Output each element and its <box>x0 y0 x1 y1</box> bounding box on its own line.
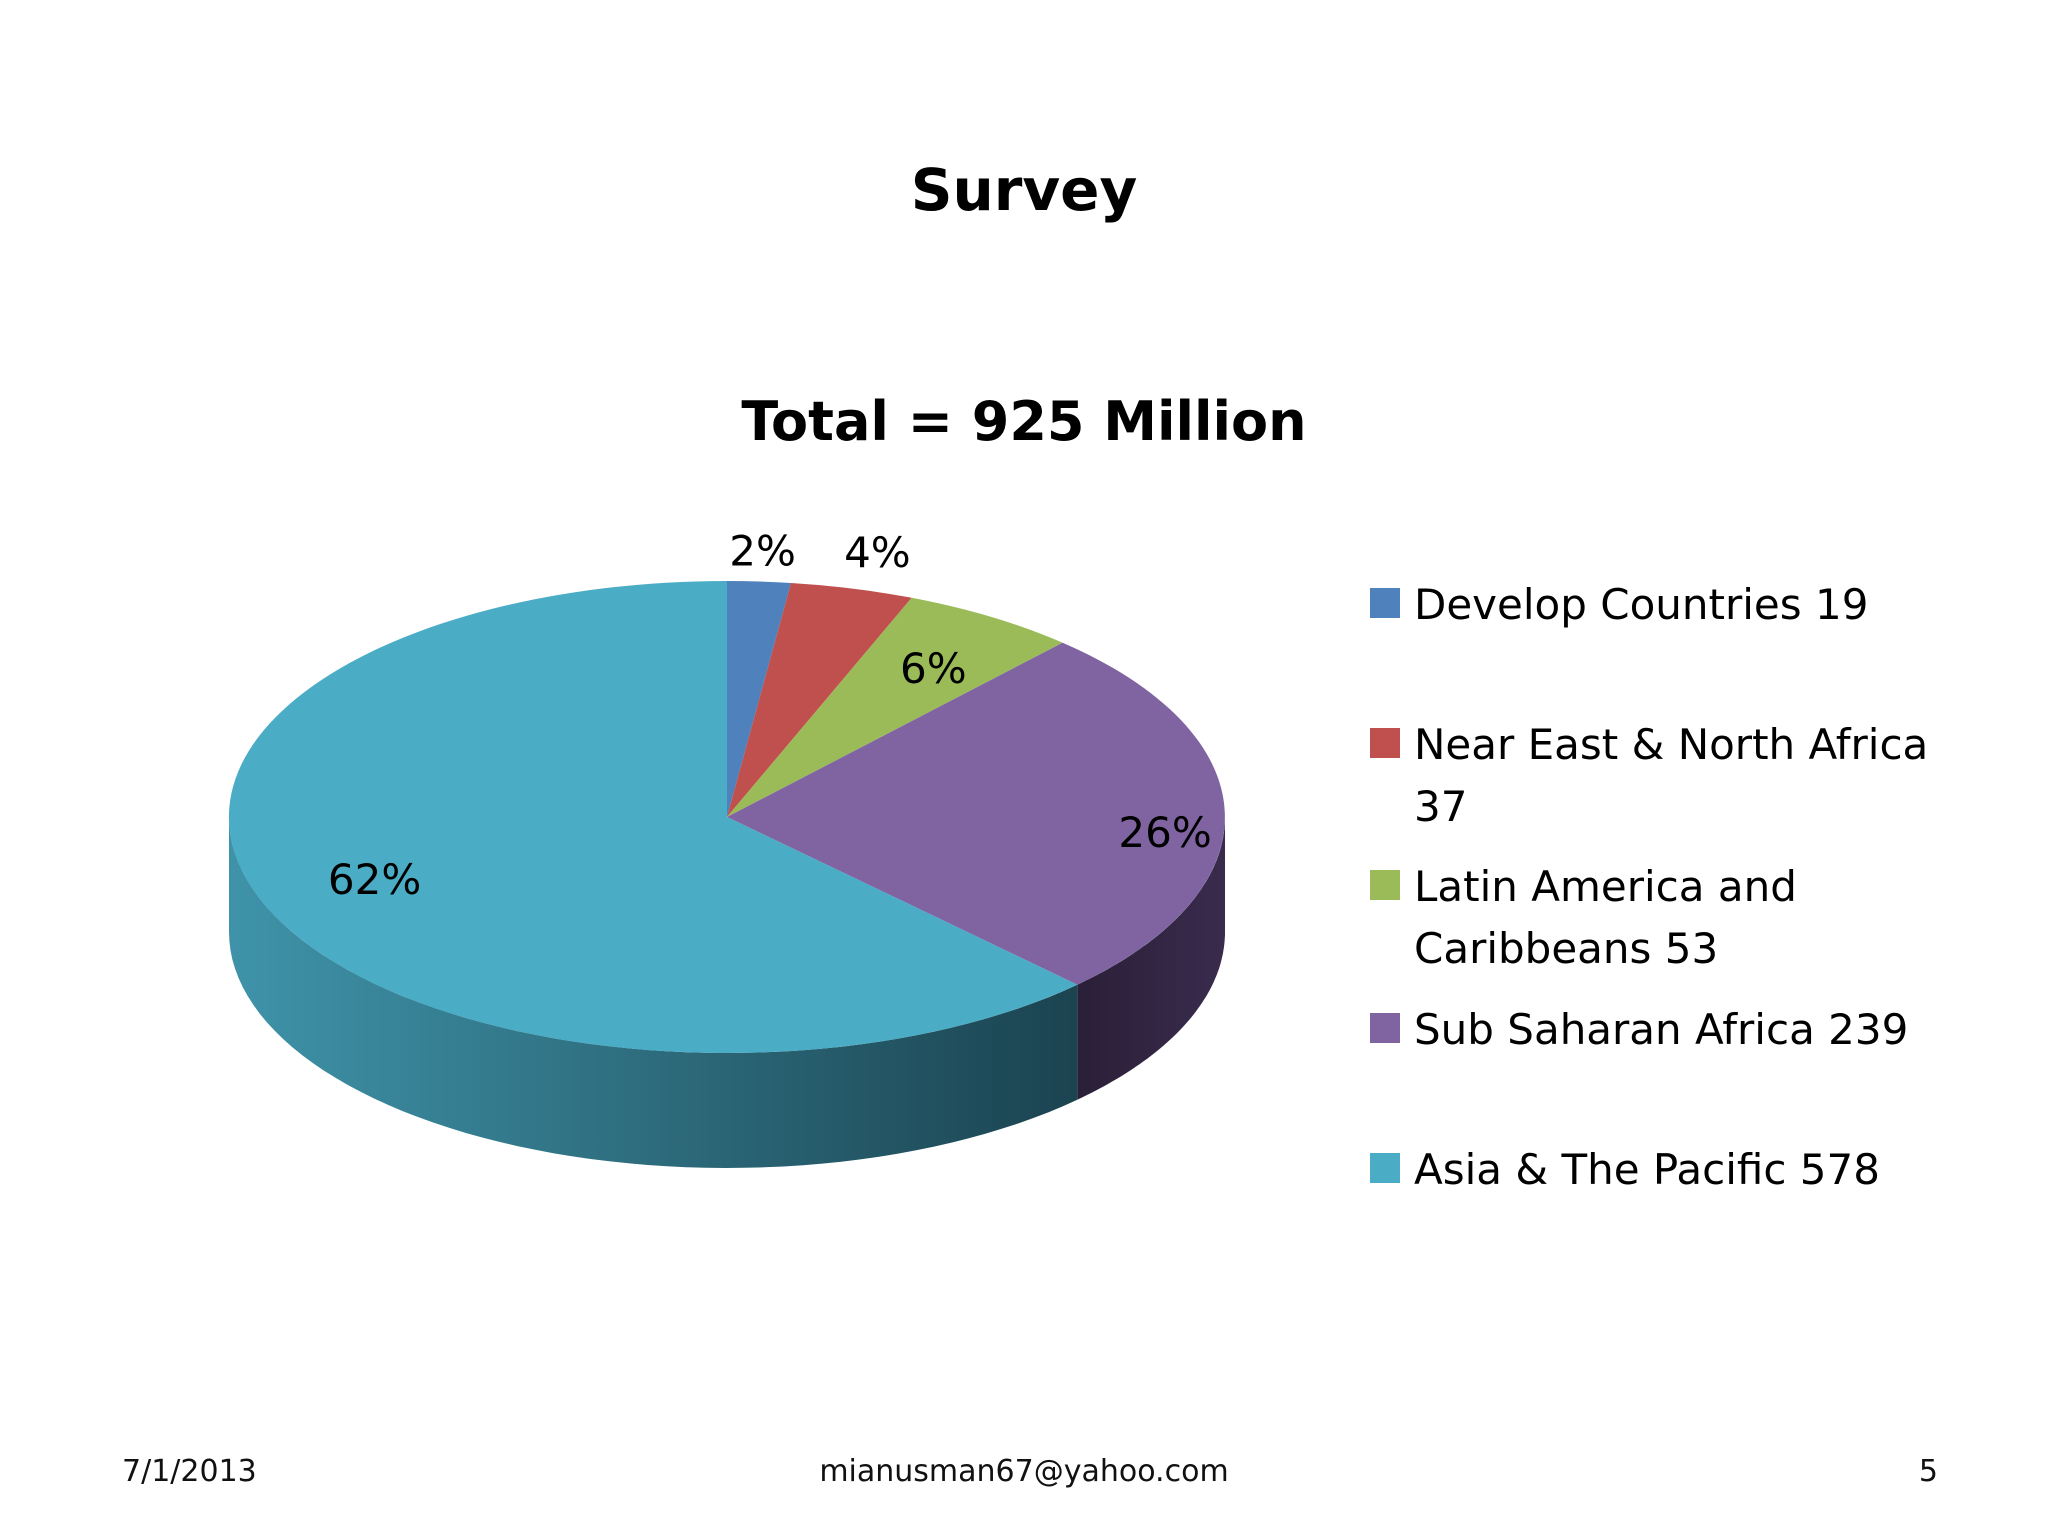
pie-slice-latin-america-and-caribbeans-53 <box>727 597 1063 817</box>
legend-item-near-east-north-africa-37: Near East & North Africa 37 <box>1370 720 1928 831</box>
slide-title: Survey <box>910 156 1138 224</box>
legend-item-latin-america-and-caribbeans-53: Latin America and Caribbeans 53 <box>1370 862 1797 973</box>
pie-side-sub-saharan-africa-239 <box>1077 817 1225 1100</box>
pie-slice-near-east-north-africa-37 <box>727 583 912 817</box>
data-label-latin-america-and-caribbeans-53: 6% <box>900 644 967 693</box>
legend-swatch <box>1370 1013 1400 1043</box>
pie-top-group <box>228 581 1225 1053</box>
data-label-asia-the-pacific-578: 62% <box>328 855 421 904</box>
chart-title: Total = 925 Million <box>741 390 1306 453</box>
pie-slice-asia-the-pacific-578 <box>228 581 1078 1053</box>
data-label-develop-countries-19: 2% <box>729 527 796 576</box>
pie-slice-develop-countries-19 <box>727 581 791 817</box>
legend-label: Sub Saharan Africa 239 <box>1414 1005 1908 1054</box>
pie-side-asia-the-pacific-578 <box>229 817 1078 1168</box>
data-label-sub-saharan-africa-239: 26% <box>1118 808 1211 857</box>
legend-swatch <box>1370 1153 1400 1183</box>
legend-swatch <box>1370 870 1400 900</box>
pie-slice-sub-saharan-africa-239 <box>727 642 1225 985</box>
legend: Develop Countries 19 Near East & North Af… <box>1370 580 1928 1194</box>
pie-side-group <box>229 817 1225 1168</box>
legend-item-asia-the-pacific-578: Asia & The Pacific 578 <box>1370 1145 1880 1194</box>
legend-swatch <box>1370 588 1400 618</box>
footer-date: 7/1/2013 <box>122 1454 257 1489</box>
legend-item-sub-saharan-africa-239: Sub Saharan Africa 239 <box>1370 1005 1908 1054</box>
footer-page-number: 5 <box>1918 1454 1938 1489</box>
legend-item-develop-countries-19: Develop Countries 19 <box>1370 580 1868 629</box>
legend-label: Asia & The Pacific 578 <box>1414 1145 1880 1194</box>
legend-label: Near East & North Africa 37 <box>1414 720 1928 831</box>
legend-label: Latin America and Caribbeans 53 <box>1414 862 1797 973</box>
pie-label-group: 2% 4% 6% 26% 62% <box>328 527 1212 904</box>
footer-email: mianusman67@yahoo.com <box>819 1454 1229 1489</box>
data-label-near-east-north-africa-37: 4% <box>844 528 911 577</box>
legend-label: Develop Countries 19 <box>1414 580 1868 629</box>
legend-swatch <box>1370 728 1400 758</box>
